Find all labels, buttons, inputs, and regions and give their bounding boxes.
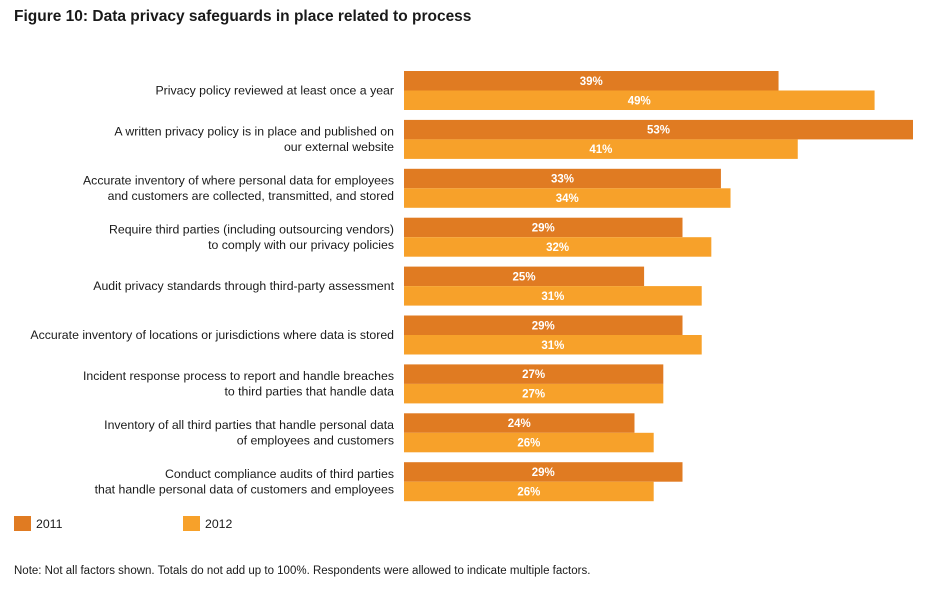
category-label: A written privacy policy is in place and…	[114, 125, 394, 139]
bar-value-label: 39%	[580, 76, 603, 88]
category-label: Require third parties (including outsour…	[109, 222, 394, 236]
category-label: that handle personal data of customers a…	[95, 482, 394, 496]
bar-value-label: 49%	[628, 95, 651, 107]
bar-2012	[404, 188, 731, 208]
category-label: of employees and customers	[237, 434, 394, 448]
bar-2011	[404, 119, 913, 140]
chart-title: Figure 10: Data privacy safeguards in pl…	[14, 8, 472, 25]
category-label: Privacy policy reviewed at least once a …	[155, 84, 394, 98]
bar-value-label: 25%	[513, 271, 536, 283]
bar-value-label: 33%	[551, 174, 574, 186]
legend-swatch-2012	[183, 516, 200, 531]
bar-chart: Privacy policy reviewed at least once a …	[14, 71, 913, 531]
bar-value-label: 29%	[532, 320, 555, 332]
legend-label: 2012	[205, 517, 233, 531]
category-label: Conduct compliance audits of third parti…	[165, 467, 394, 481]
bar-2012	[404, 286, 702, 306]
category-label: to comply with our privacy policies	[208, 238, 394, 252]
bar-value-label: 27%	[522, 389, 545, 401]
bar-value-label: 53%	[647, 125, 670, 137]
bar-2011	[404, 315, 683, 335]
category-label: Audit privacy standards through third-pa…	[93, 279, 394, 293]
bar-value-label: 29%	[532, 222, 555, 234]
bar-2011	[404, 364, 664, 384]
bar-value-label: 34%	[556, 193, 579, 205]
bar-2012	[404, 481, 654, 502]
bar-2011	[404, 217, 683, 238]
bars: 39% 49% 53% 41% 33% 34% 29% 32% 25% 31% 29% 31% 27% 2…	[404, 71, 913, 502]
category-label: Incident response process to report and …	[83, 369, 394, 383]
bar-value-label: 31%	[541, 291, 564, 303]
legend: 2011 2012	[14, 516, 233, 531]
category-label: Accurate inventory of locations or juris…	[30, 328, 394, 342]
bar-2012	[404, 237, 712, 257]
bar-value-label: 29%	[532, 467, 555, 479]
bar-2011	[404, 71, 779, 91]
bar-2011	[404, 413, 635, 433]
bar-2012	[404, 90, 875, 110]
category-labels: Privacy policy reviewed at least once a …	[30, 84, 394, 497]
bar-2011	[404, 462, 683, 482]
bar-2011	[404, 266, 645, 287]
bar-2012	[404, 335, 702, 355]
category-label: Accurate inventory of where personal dat…	[83, 174, 394, 188]
legend-swatch-2011	[14, 516, 31, 531]
category-label: to third parties that handle data	[224, 385, 394, 399]
bar-value-label: 26%	[517, 438, 540, 450]
bar-2012	[404, 383, 664, 404]
chart-note: Note: Not all factors shown. Totals do n…	[14, 565, 591, 577]
bar-2012	[404, 432, 654, 453]
legend-label: 2011	[36, 517, 63, 531]
bar-2012	[404, 139, 798, 159]
category-label: and customers are collected, transmitted…	[108, 189, 395, 203]
category-label: Inventory of all third parties that hand…	[104, 418, 394, 432]
bar-2011	[404, 168, 721, 189]
category-label: our external website	[284, 140, 394, 154]
bar-value-label: 24%	[508, 418, 531, 430]
bar-value-label: 27%	[522, 369, 545, 381]
bar-value-label: 41%	[589, 144, 612, 156]
bar-value-label: 32%	[546, 242, 569, 254]
bar-value-label: 31%	[541, 340, 564, 352]
bar-value-label: 26%	[517, 486, 540, 498]
